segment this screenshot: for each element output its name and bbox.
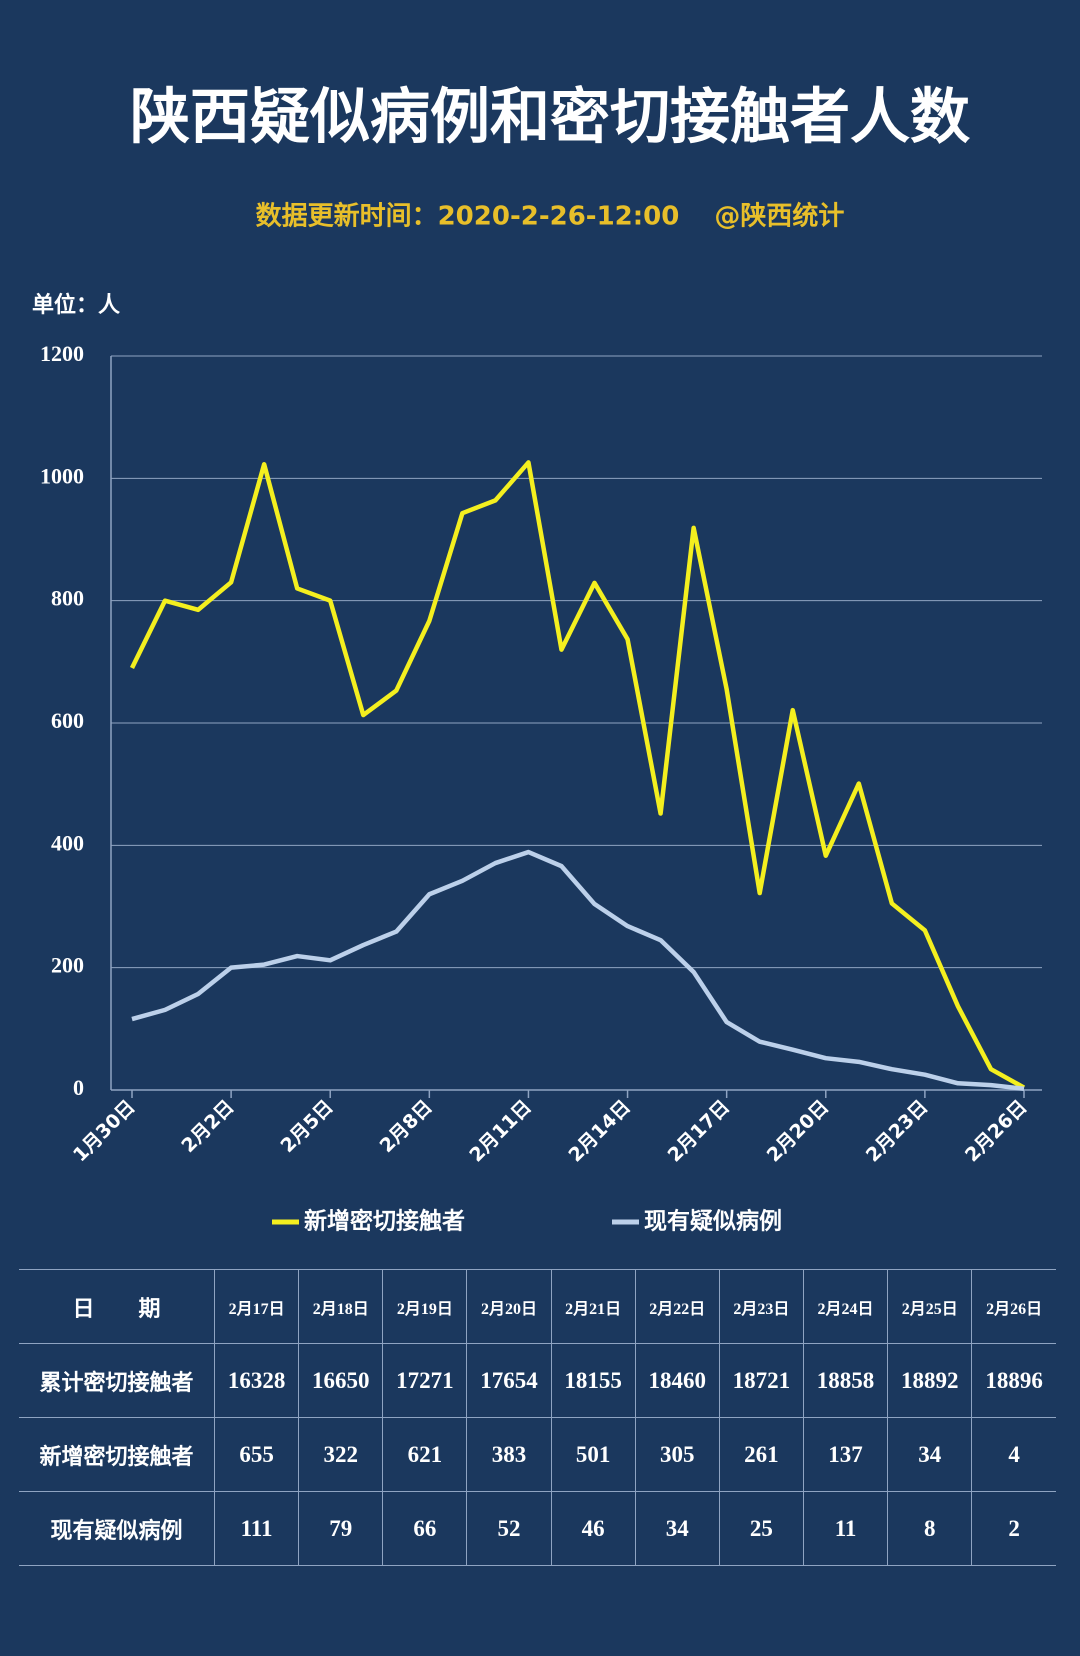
legend-label: 现有疑似病例	[644, 1208, 782, 1235]
table-row: 新增密切接触者 655 322 621 383 501 305 261 137 34 4	[19, 1417, 1056, 1492]
table-cell: 18460	[634, 1343, 720, 1418]
x-tick-label: 2月11日	[465, 1096, 535, 1166]
y-tick-label: 200	[51, 953, 84, 978]
chart: 陕西疑似病例和密切接触者人数 数据更新时间：2020-2-26-12:00 @陕…	[32, 83, 1042, 1235]
x-tick-label: 2月8日	[376, 1096, 437, 1157]
table-cell: 2月25日	[887, 1269, 972, 1344]
table-cell: 17654	[466, 1343, 552, 1418]
y-tick-label: 0	[73, 1075, 84, 1100]
table-row: 日 期 2月17日 2月18日 2月19日 2月20日 2月21日 2月22日 2月23日 2月…	[19, 1269, 1056, 1344]
data-table: 日 期 2月17日 2月18日 2月19日 2月20日 2月21日 2月22日 2月23日 2月…	[19, 1269, 1056, 1566]
table-cell: 2月23日	[718, 1269, 804, 1344]
x-tick-label: 2月23日	[862, 1096, 932, 1166]
table-cell: 18721	[718, 1343, 804, 1418]
table-cell: 18896	[971, 1343, 1056, 1418]
table-cell: 现有疑似病例	[19, 1491, 215, 1566]
x-tick-label: 2月14日	[565, 1096, 635, 1166]
legend-label: 新增密切接触者	[304, 1208, 465, 1235]
y-tick-label: 800	[51, 586, 84, 611]
table-cell: 46	[550, 1491, 636, 1566]
table-cell: 25	[718, 1491, 804, 1566]
y-tick-label: 1000	[40, 463, 84, 488]
table-cell: 261	[718, 1417, 804, 1492]
table-cell: 2月20日	[466, 1269, 552, 1344]
x-tick-label: 2月26日	[961, 1096, 1031, 1166]
table-cell: 34	[887, 1417, 972, 1492]
table-cell: 655	[213, 1417, 299, 1492]
table-cell: 322	[298, 1417, 383, 1492]
table-row: 累计密切接触者 16328 16650 17271 17654 18155 18460 187…	[19, 1343, 1056, 1418]
y-tick-label: 1200	[40, 341, 84, 366]
table-cell: 2月24日	[802, 1269, 888, 1344]
y-tick-label: 600	[51, 708, 84, 733]
table-cell: 66	[382, 1491, 467, 1566]
series-line	[129, 460, 1026, 1090]
x-tick-label: 2月5日	[277, 1096, 338, 1157]
table-cell: 17271	[382, 1343, 467, 1418]
table-cell: 137	[802, 1417, 888, 1492]
series-line	[131, 849, 1025, 1092]
table-cell: 日 期	[19, 1269, 215, 1344]
x-tick-label: 2月17日	[664, 1096, 734, 1166]
table-cell: 18858	[802, 1343, 888, 1418]
table-cell: 305	[634, 1417, 720, 1492]
table-cell: 2月17日	[213, 1269, 299, 1344]
table-cell: 111	[213, 1491, 299, 1566]
table-cell: 52	[466, 1491, 552, 1566]
table-cell: 2	[971, 1491, 1056, 1566]
table-cell: 2月21日	[550, 1269, 636, 1344]
table-cell: 2月18日	[298, 1269, 383, 1344]
unit-label: 单位：人	[32, 292, 120, 318]
table-cell: 2月19日	[382, 1269, 467, 1344]
table-cell: 501	[550, 1417, 636, 1492]
table-cell: 18892	[887, 1343, 972, 1418]
x-tick-label: 2月2日	[177, 1096, 238, 1157]
table-cell: 621	[382, 1417, 467, 1492]
table-cell: 18155	[550, 1343, 636, 1418]
chart-title: 陕西疑似病例和密切接触者人数	[130, 83, 970, 153]
table-cell: 79	[298, 1491, 383, 1566]
table-cell: 4	[971, 1417, 1056, 1492]
table-cell: 383	[466, 1417, 552, 1492]
table-cell: 累计密切接触者	[19, 1343, 215, 1418]
table-cell: 8	[887, 1491, 972, 1566]
table-cell: 16650	[298, 1343, 383, 1418]
y-tick-label: 400	[51, 830, 84, 855]
table-cell: 11	[802, 1491, 888, 1566]
x-tick-label: 1月30日	[69, 1096, 139, 1166]
table-cell: 新增密切接触者	[19, 1417, 215, 1492]
chart-subtitle: 数据更新时间：2020-2-26-12:00 @陕西统计	[256, 201, 845, 232]
table-cell: 2月22日	[634, 1269, 720, 1344]
table-cell: 34	[634, 1491, 720, 1566]
x-tick-label: 2月20日	[763, 1096, 833, 1166]
table-row: 现有疑似病例 111 79 66 52 46 34 25 11 8 2	[19, 1491, 1056, 1566]
table-cell: 2月26日	[971, 1269, 1056, 1344]
table-cell: 16328	[213, 1343, 299, 1418]
